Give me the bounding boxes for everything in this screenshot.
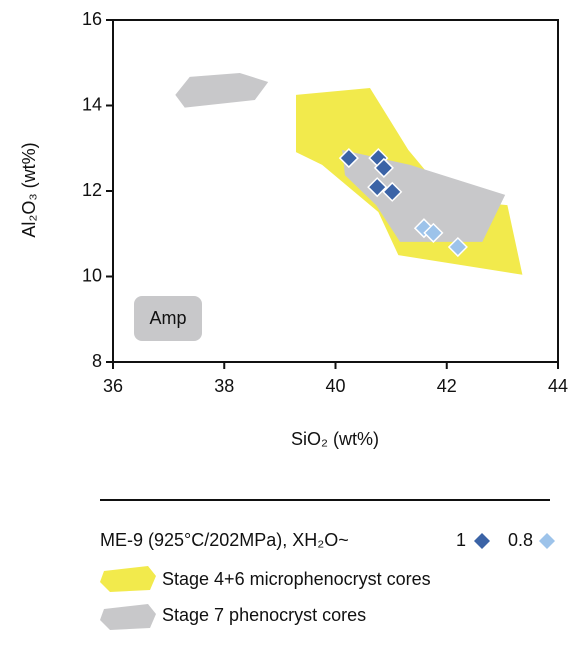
x-tick-label: 36 — [103, 376, 123, 396]
legend-marker — [539, 533, 555, 549]
x-tick-label: 38 — [214, 376, 234, 396]
legend-marker — [474, 533, 490, 549]
point — [338, 148, 359, 169]
x-tick-label: 40 — [325, 376, 345, 396]
y-tick-label: 10 — [82, 265, 102, 285]
legend-label: 1 — [456, 530, 466, 550]
legend-label: Stage 4+6 microphenocryst cores — [162, 569, 431, 589]
y-tick-label: 12 — [82, 180, 102, 200]
y-tick-label: 14 — [82, 94, 102, 114]
point — [382, 181, 403, 202]
y-tick-label: 8 — [92, 351, 102, 371]
legend-label: 0.8 — [508, 530, 533, 550]
legend-swatch — [100, 604, 156, 630]
x-tick-label: 44 — [548, 376, 568, 396]
legend-swatch — [100, 566, 156, 592]
annotation: Amp — [149, 308, 186, 328]
x-tick-label: 42 — [437, 376, 457, 396]
legend-label: Stage 7 phenocryst cores — [162, 605, 366, 625]
region — [175, 73, 269, 108]
x-axis-label: SiO₂ (wt%) — [291, 429, 379, 449]
point — [373, 157, 394, 178]
point — [447, 236, 468, 258]
point — [423, 222, 444, 243]
y-axis-label: Al₂O₃ (wt%) — [19, 142, 39, 237]
point — [367, 177, 388, 198]
legend-title: ME-9 (925°C/202MPa), XH₂O~ — [100, 530, 349, 550]
y-tick-label: 16 — [82, 9, 102, 29]
annotation-box — [134, 296, 202, 341]
